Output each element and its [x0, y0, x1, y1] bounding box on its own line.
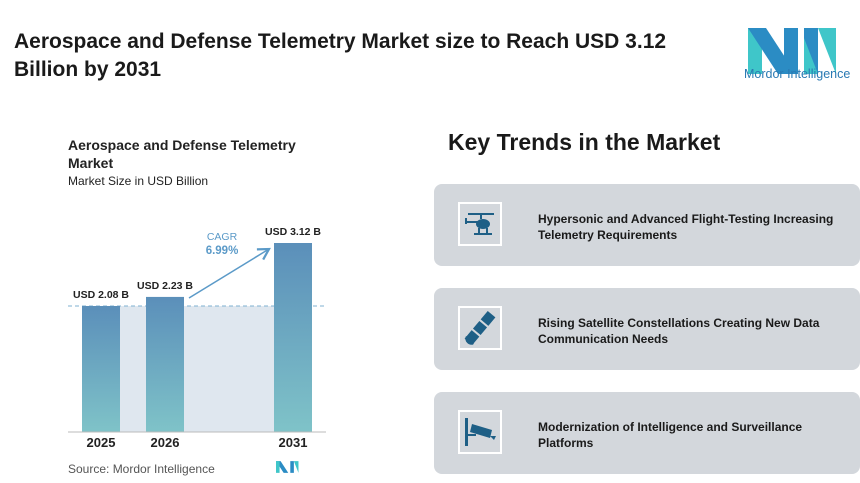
surveillance-camera-icon [458, 410, 502, 454]
mordor-logo [748, 28, 836, 74]
bar-2026 [146, 296, 184, 432]
logo-text: Mordor Intelligence [744, 67, 851, 81]
data-label: USD 2.23 B [137, 280, 193, 292]
bar-chart: USD 2.08 B 2025 USD 2.23 B 2026 USD 3.12 B 20… [68, 226, 326, 450]
data-label: USD 3.12 B [265, 226, 321, 238]
cagr-value: 6.99% [206, 245, 239, 257]
bar-2025 [82, 306, 120, 432]
x-tick-label: 2026 [151, 435, 180, 450]
trend-text: Modernization of Intelligence and Survei… [538, 420, 803, 450]
trends-title: Key Trends in the Market [448, 129, 721, 155]
trend-text: Rising Satellite Constellations Creating… [538, 316, 820, 346]
bar-2031 [274, 243, 312, 432]
trend-card: Modernization of Intelligence and Survei… [434, 392, 860, 474]
cagr-label: CAGR [207, 231, 238, 243]
chart-subtitle: Market Size in USD Billion [68, 174, 209, 188]
source-text: Source: Mordor Intelligence [68, 462, 215, 476]
chart-title: Aerospace and Defense Telemetry Market [68, 137, 296, 171]
data-label: USD 2.08 B [73, 289, 129, 301]
source-logo-icon [276, 461, 299, 473]
trend-card: Hypersonic and Advanced Flight-Testing I… [434, 184, 860, 266]
x-tick-label: 2025 [87, 435, 116, 450]
trend-text: Hypersonic and Advanced Flight-Testing I… [538, 212, 834, 242]
x-tick-label: 2031 [279, 435, 308, 450]
baseline-shade [82, 306, 312, 432]
trend-card: Rising Satellite Constellations Creating… [434, 288, 860, 370]
cagr-arrow [188, 247, 271, 299]
satellite-icon [458, 306, 502, 350]
page-title: Aerospace and Defense Telemetry Market s… [14, 30, 667, 81]
helicopter-icon [458, 202, 502, 246]
